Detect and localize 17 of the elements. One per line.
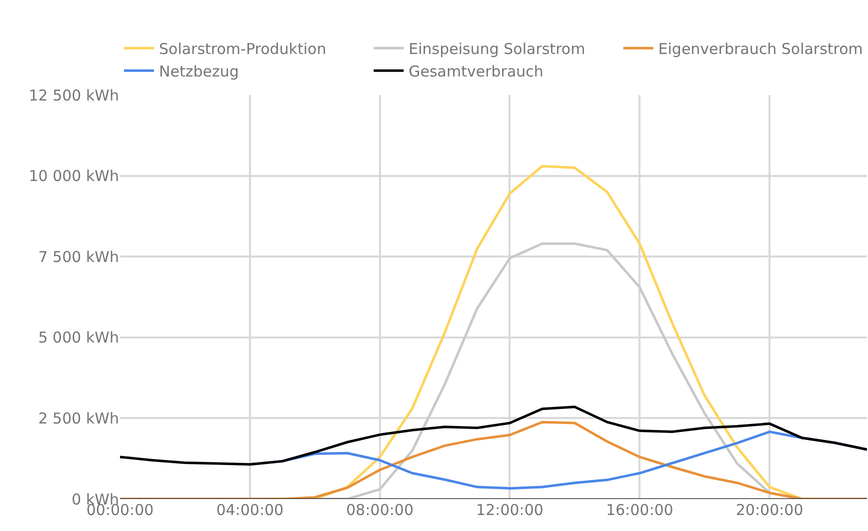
x-tick-label: 08:00:00	[346, 501, 414, 519]
legend-label: Eigenverbrauch Solarstrom	[658, 40, 863, 58]
x-tick-label: 20:00:00	[736, 501, 804, 519]
y-tick-label: 7 500 kWh	[38, 248, 119, 266]
legend-label: Solarstrom-Produktion	[159, 40, 326, 58]
legend-label: Gesamtverbrauch	[408, 62, 544, 81]
y-tick-label: 5 000 kWh	[38, 328, 119, 347]
legend-label: Netzbezug	[159, 62, 239, 81]
x-tick-label: 16:00:00	[606, 501, 674, 519]
y-tick-label: 12 500 kWh	[28, 86, 119, 104]
y-tick-label: 10 000 kWh	[28, 167, 119, 186]
line-series	[120, 406, 867, 466]
x-tick-label: 12:00:00	[476, 501, 544, 519]
legend-label: Einspeisung Solarstrom	[408, 40, 586, 58]
line-series	[120, 420, 867, 499]
y-tick-label: 2 500 kWh	[38, 409, 119, 428]
x-tick-label: 04:00:00	[216, 501, 284, 519]
